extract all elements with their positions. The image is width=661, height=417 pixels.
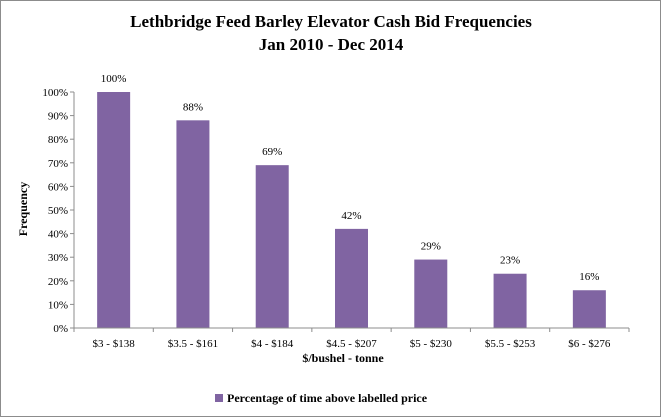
x-tick-label: $6 - $276 <box>568 338 611 350</box>
bar-data-label: 42% <box>341 210 361 222</box>
bars: 100% 88% 69% 42% 29% 23% 16% <box>97 73 606 328</box>
y-tick-label: 60% <box>48 181 68 193</box>
x-tick-label: $4.5 - $207 <box>326 338 377 350</box>
bar <box>255 165 289 328</box>
y-tick-label: 50% <box>48 205 68 217</box>
bar-data-label: 16% <box>579 271 599 283</box>
bar-data-label: 100% <box>101 73 127 85</box>
bar <box>335 228 368 328</box>
x-tick-label: $4 - $184 <box>251 338 294 350</box>
bar-data-label: 23% <box>500 255 520 267</box>
x-tick-label: $3 - $138 <box>93 338 136 350</box>
y-tick-label: 90% <box>48 111 68 123</box>
y-tick-label: 100% <box>42 87 68 99</box>
y-tick-label: 70% <box>48 158 68 170</box>
legend: Percentage of time above labelled price <box>215 391 428 405</box>
y-tick-label: 30% <box>48 252 68 264</box>
bar <box>176 120 210 328</box>
bar <box>414 259 448 328</box>
y-tick-label: 80% <box>48 134 68 146</box>
y-axis-title: Frequency <box>16 182 30 236</box>
legend-swatch <box>215 394 223 402</box>
y-tick-label: 0% <box>53 323 68 335</box>
y-tick-label: 40% <box>48 229 68 241</box>
x-axis-title: $/bushel - tonne <box>302 351 384 365</box>
legend-label: Percentage of time above labelled price <box>227 391 428 405</box>
bar-data-label: 88% <box>183 101 203 113</box>
chart-subtitle: Jan 2010 - Dec 2014 <box>259 35 404 54</box>
x-tick-label: $3.5 - $161 <box>168 338 218 350</box>
x-tick-label: $5.5 - $253 <box>485 338 536 350</box>
bar <box>97 92 131 328</box>
x-axis-ticks: $3 - $138 $3.5 - $161 $4 - $184 $4.5 - $207… <box>73 328 630 350</box>
chart-title: Lethbridge Feed Barley Elevator Cash Bid… <box>130 12 532 31</box>
bar <box>493 273 527 328</box>
bar-data-label: 29% <box>421 241 441 253</box>
y-tick-label: 20% <box>48 276 68 288</box>
y-tick-label: 10% <box>48 299 68 311</box>
y-axis-ticks: 0% 10% 20% 30% 40% 50% 60% 70% 80% 90% 100% <box>42 87 74 335</box>
bar <box>572 290 606 328</box>
bar-data-label: 69% <box>262 146 282 158</box>
x-tick-label: $5 - $230 <box>410 338 453 350</box>
